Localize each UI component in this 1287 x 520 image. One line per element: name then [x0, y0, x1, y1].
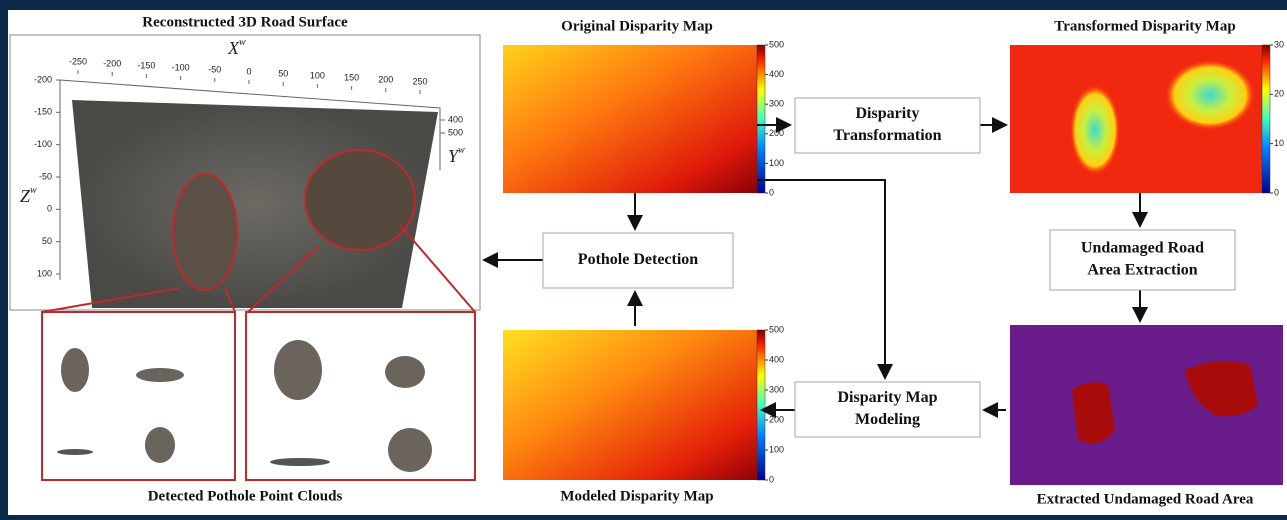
pothole-ellipse — [173, 174, 237, 290]
x-tick-label: 200 — [378, 74, 393, 84]
colorbar-label: 300 — [769, 99, 784, 109]
x-tick-label: 150 — [344, 72, 359, 82]
x-tick-label: -100 — [172, 62, 190, 72]
original-map — [503, 45, 757, 193]
x-tick-label: -150 — [137, 60, 155, 70]
y-tick-label: 500 — [448, 127, 463, 137]
cloud-box — [246, 312, 475, 480]
panel-title: Modeled Disparity Map — [560, 488, 713, 504]
z-tick-label: 0 — [47, 204, 52, 214]
z-tick-label: -200 — [34, 74, 52, 84]
panel-title: Transformed Disparity Map — [1054, 18, 1235, 34]
colorbar-label: 20 — [1274, 89, 1284, 99]
colorbar — [1262, 45, 1270, 193]
process-label: Modeling — [855, 411, 920, 428]
axis-superscript: w — [30, 185, 37, 196]
panel-title: Reconstructed 3D Road Surface — [142, 14, 348, 30]
x-tick-label: -250 — [69, 56, 87, 66]
pothole-ellipse — [305, 150, 415, 250]
colorbar — [757, 330, 765, 480]
colorbar-label: 30 — [1274, 39, 1284, 49]
y-tick-label: 400 — [448, 114, 463, 124]
process-label: Transformation — [833, 127, 941, 144]
x-tick-label: -50 — [208, 64, 221, 74]
colorbar-label: 100 — [769, 158, 784, 168]
page: -250-200-150-100-50050100150200250-200-1… — [0, 0, 1287, 520]
x-tick-label: 50 — [278, 68, 288, 78]
colorbar-label: 500 — [769, 39, 784, 49]
colorbar-label: 0 — [769, 187, 774, 197]
axis-superscript: w — [239, 37, 246, 48]
process-label: Area Extraction — [1087, 262, 1197, 279]
colorbar-label: 0 — [1274, 187, 1279, 197]
colorbar-label: 100 — [769, 444, 784, 454]
process-label: Disparity Map — [838, 389, 938, 406]
colorbar — [757, 45, 765, 193]
process-label: Pothole Detection — [578, 251, 699, 268]
x-tick-label: -200 — [103, 58, 121, 68]
colorbar-label: 200 — [769, 414, 784, 424]
z-tick-label: -150 — [34, 107, 52, 117]
colorbar-label: 400 — [769, 354, 784, 364]
x-tick-label: 100 — [310, 70, 325, 80]
x-tick-label: 0 — [246, 66, 251, 76]
colorbar-label: 0 — [769, 474, 774, 484]
panel-title: Extracted Undamaged Road Area — [1037, 491, 1254, 507]
colorbar-label: 10 — [1274, 138, 1284, 148]
z-tick-label: 50 — [42, 236, 52, 246]
process-label: Undamaged Road — [1081, 240, 1204, 257]
panel-title: Original Disparity Map — [561, 18, 713, 34]
axis-superscript: w — [458, 145, 465, 156]
colorbar-label: 300 — [769, 384, 784, 394]
z-tick-label: 100 — [37, 268, 52, 278]
z-tick-label: -100 — [34, 139, 52, 149]
panel-title: Detected Pothole Point Clouds — [148, 488, 343, 504]
x-tick-label: 250 — [412, 76, 427, 86]
colorbar-label: 200 — [769, 128, 784, 138]
colorbar-label: 500 — [769, 324, 784, 334]
modeled-map — [503, 330, 757, 480]
z-tick-label: -50 — [39, 171, 52, 181]
process-label: Disparity — [856, 105, 920, 122]
colorbar-label: 400 — [769, 69, 784, 79]
